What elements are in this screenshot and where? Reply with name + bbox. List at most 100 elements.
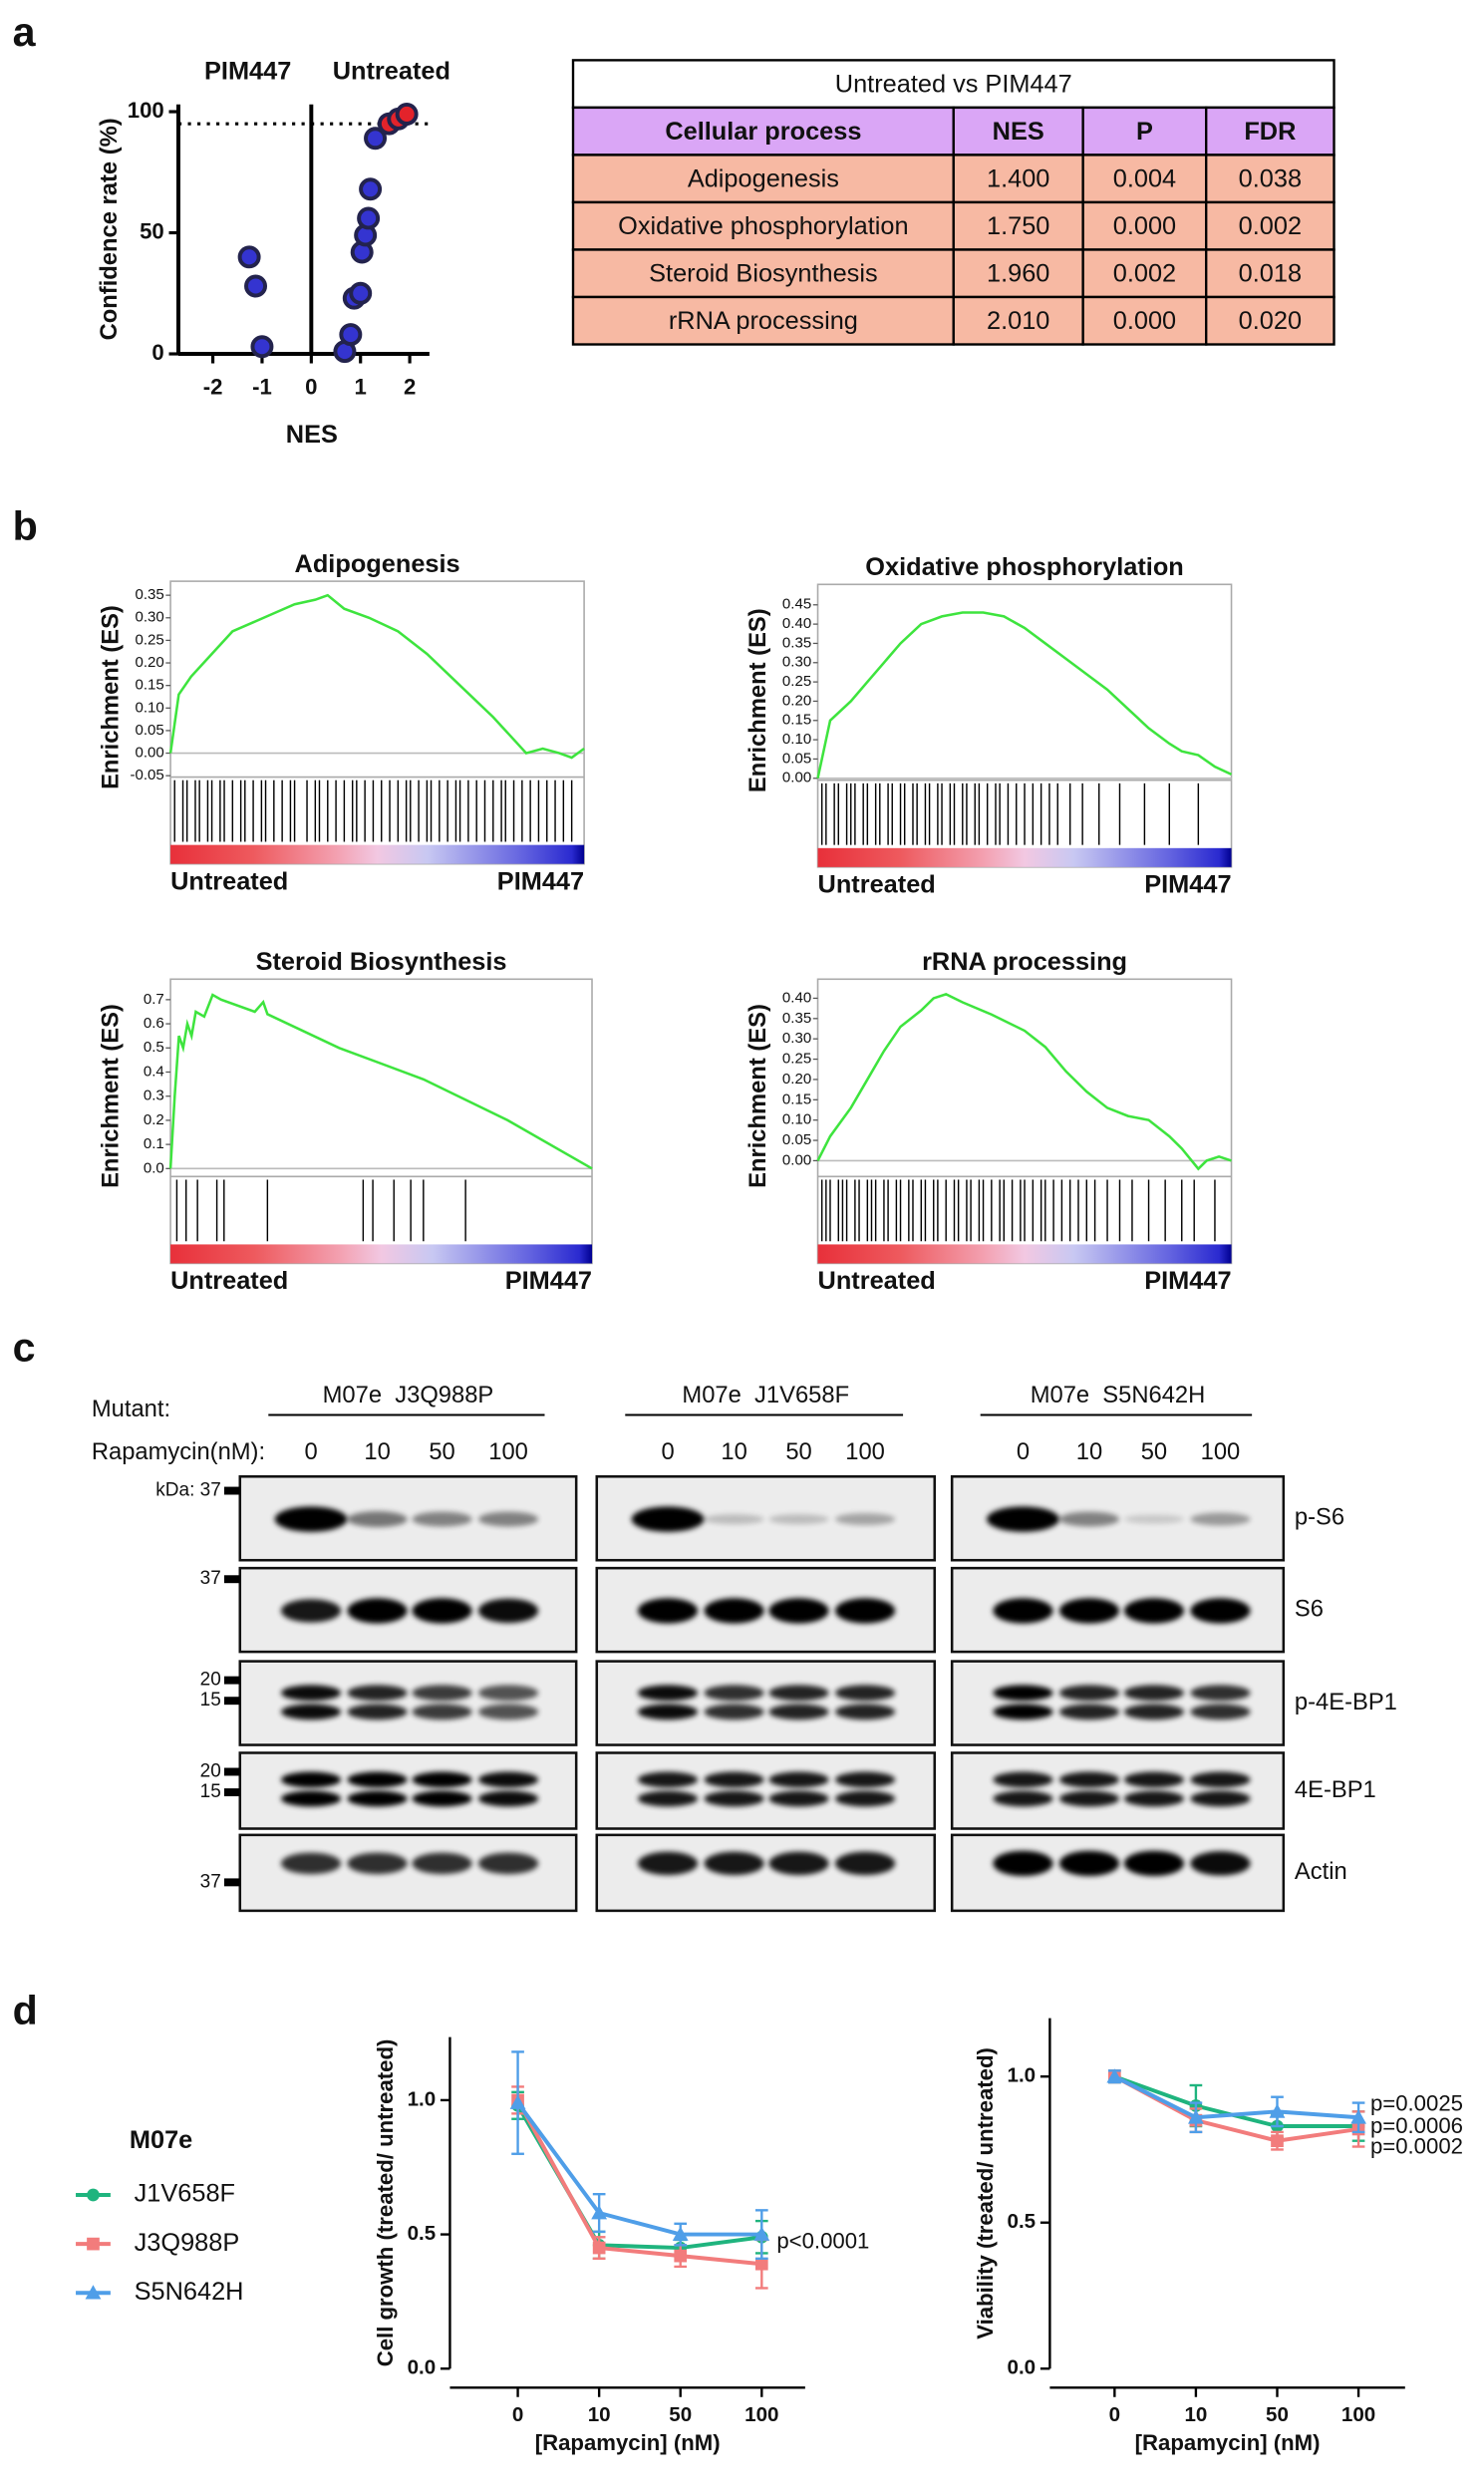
dose-label: 0: [304, 1438, 317, 1465]
band: [477, 1852, 539, 1875]
rank-label: Untreated: [818, 1267, 936, 1295]
band: [280, 1685, 342, 1702]
band: [1123, 1790, 1185, 1807]
y-tick-label: 0.40: [782, 615, 811, 632]
x-tick-label: 10: [588, 2403, 611, 2426]
band: [280, 1704, 342, 1720]
table-text: rRNA processing: [669, 307, 858, 335]
point: [591, 2205, 608, 2220]
table-text: 1.400: [987, 164, 1049, 192]
x-axis-label: [Rapamycin] (nM): [535, 2430, 721, 2455]
band: [1190, 1685, 1251, 1702]
table-header: NES: [993, 118, 1044, 146]
band: [834, 1771, 896, 1788]
table-cell: [952, 154, 1084, 204]
y-axis-label: Enrichment (ES): [744, 1004, 771, 1188]
rank-label: Untreated: [818, 871, 936, 899]
point: [1269, 2103, 1286, 2118]
x-axis-label: [Rapamycin] (nM): [1135, 2430, 1321, 2455]
table-header-cell: [1205, 106, 1336, 156]
rank-gradient: [817, 847, 1232, 867]
panel-letter: a: [13, 9, 37, 55]
x-tick-label: -1: [252, 375, 272, 400]
y-tick-label: 0.00: [135, 745, 163, 762]
table-cell: [952, 295, 1084, 346]
band: [347, 1511, 408, 1527]
band: [1190, 1790, 1251, 1807]
protein-label: Actin: [1295, 1858, 1347, 1885]
legend-marker: [87, 2188, 100, 2202]
band: [834, 1598, 896, 1624]
band: [477, 1685, 539, 1702]
table-text: Adipogenesis: [688, 164, 839, 192]
dose-label: 0: [1017, 1438, 1030, 1465]
band: [704, 1771, 764, 1788]
dose-label: 10: [721, 1438, 746, 1465]
blot-panel: [595, 1751, 937, 1830]
y-axis-label: Enrichment (ES): [744, 608, 771, 792]
blot-panel: [595, 1833, 937, 1913]
x-tick-label: 50: [669, 2403, 692, 2426]
y-axis-label: Viability (treated/ untreated): [973, 2047, 998, 2339]
x-tick-label: 10: [1184, 2403, 1207, 2426]
band: [1123, 1771, 1185, 1788]
table-cell: [571, 248, 955, 299]
band: [280, 1599, 342, 1623]
band: [704, 1685, 764, 1702]
band: [637, 1704, 699, 1720]
band: [477, 1511, 539, 1527]
table-cell: [571, 295, 955, 346]
table-cell: [1205, 154, 1336, 204]
rank-label: PIM447: [497, 867, 584, 895]
band: [637, 1685, 699, 1702]
x-axis-label: NES: [286, 421, 338, 449]
x-tick-label: 0: [1109, 2403, 1120, 2426]
panel-letter: d: [13, 1988, 38, 2033]
chart-title: Steroid Biosynthesis: [256, 948, 507, 976]
point: [237, 245, 261, 269]
band: [274, 1506, 348, 1532]
group-label: M07e S5N642H: [1031, 1382, 1206, 1408]
band: [834, 1704, 896, 1720]
y-tick-label: 0.05: [782, 1131, 811, 1148]
dose-label: 50: [429, 1438, 454, 1465]
band: [631, 1506, 705, 1532]
annotation: p=0.0025: [1370, 2091, 1463, 2116]
y-tick-label: 0.25: [135, 631, 163, 648]
table-text: 0.020: [1239, 307, 1302, 335]
y-tick-label: 0.4: [144, 1063, 164, 1080]
protein-label: 4E-BP1: [1295, 1776, 1376, 1803]
es-curve: [168, 593, 585, 760]
y-tick-label: 50: [140, 218, 164, 243]
table-text: 0.000: [1113, 307, 1176, 335]
y-axis-label: Confidence rate (%): [96, 118, 123, 340]
y-tick-label: 0.5: [1008, 2210, 1037, 2233]
point: [1350, 2109, 1366, 2124]
y-tick-label: 0.25: [782, 1051, 811, 1068]
group-label: M07e J1V658F: [682, 1382, 849, 1408]
point: [753, 2226, 770, 2241]
band: [1190, 1598, 1251, 1624]
chart-title: Oxidative phosphorylation: [865, 553, 1183, 581]
blot-panel: [238, 1751, 578, 1830]
band: [412, 1511, 472, 1527]
y-axis-label: Enrichment (ES): [98, 1004, 125, 1188]
band: [768, 1851, 829, 1876]
x-tick-label: 50: [1266, 2403, 1289, 2426]
band: [987, 1506, 1059, 1532]
y-tick-label: 0.5: [144, 1039, 164, 1056]
chart-title: Adipogenesis: [295, 550, 460, 578]
band: [347, 1685, 408, 1702]
band: [637, 1598, 699, 1624]
band: [993, 1685, 1053, 1702]
table-text: 1.960: [987, 260, 1049, 288]
band: [993, 1704, 1053, 1720]
y-tick-label: 0.05: [135, 722, 163, 739]
y-tick-label: 0.25: [782, 673, 811, 690]
table-cell: [1205, 248, 1336, 299]
kda-marker: [223, 1878, 240, 1887]
kda-marker: [223, 1697, 240, 1706]
point: [592, 2241, 606, 2255]
band: [412, 1704, 472, 1720]
